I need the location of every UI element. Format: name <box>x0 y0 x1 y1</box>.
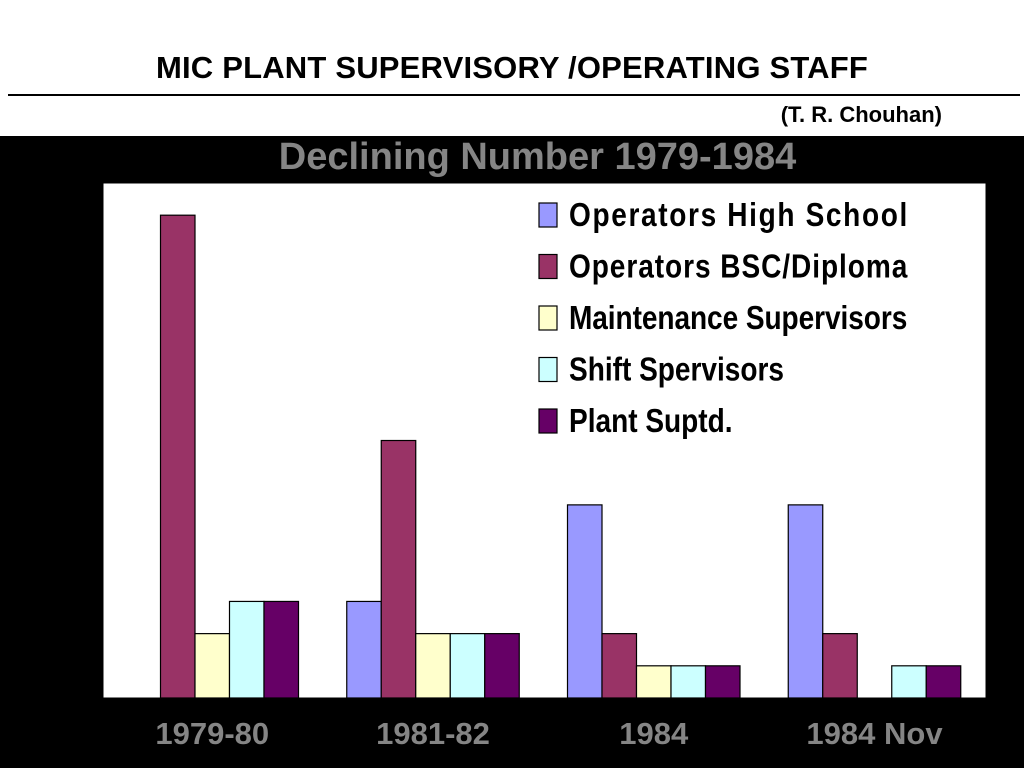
bar-1984-2 <box>635 665 672 699</box>
bar-1981-82-1 <box>380 439 417 699</box>
legend-swatch <box>538 253 558 280</box>
bar-1984-4 <box>704 665 741 699</box>
bar-1984-nov-1 <box>822 633 858 699</box>
bar-1984-1 <box>601 633 638 699</box>
author-credit: (T. R. Chouhan) <box>780 102 942 127</box>
legend-swatch <box>538 202 558 228</box>
x-tick-label: 1984 Nov <box>806 716 943 751</box>
page-title: MIC PLANT SUPERVISORY /OPERATING STAFF <box>155 50 869 85</box>
bar-1984-nov-3 <box>891 665 927 699</box>
legend-label: Operators High School <box>569 197 907 234</box>
bar-1981-82-2 <box>415 633 451 699</box>
bar-1981-82-3 <box>449 633 486 699</box>
legend-swatch <box>538 305 558 331</box>
legend-label: Plant Suptd. <box>569 403 733 440</box>
legend-swatch <box>538 356 558 383</box>
bar-1984-nov-0 <box>787 504 824 699</box>
bar-1979-80-4 <box>263 600 300 699</box>
legend-label: Operators BSC/Diploma <box>569 248 908 285</box>
bar-1981-82-4 <box>484 633 520 699</box>
title-underline <box>8 94 1020 96</box>
legend-label: Shift Spervisors <box>569 351 784 388</box>
x-tick-label: 1979-80 <box>155 716 269 751</box>
bar-1984-nov-4 <box>925 665 962 699</box>
bar-1981-82-0 <box>346 600 382 699</box>
legend-label: Maintenance Supervisors <box>569 300 907 337</box>
bar-1984-0 <box>566 504 603 699</box>
header-area <box>0 0 1024 136</box>
chart-title: Declining Number 1979-1984 <box>278 136 797 178</box>
bar-1979-80-2 <box>194 633 231 699</box>
bar-1979-80-1 <box>159 214 196 699</box>
x-tick-label: 1981-82 <box>376 716 490 751</box>
bar-1984-3 <box>670 665 707 699</box>
x-tick-label: 1984 <box>619 716 689 751</box>
legend-swatch <box>538 408 558 434</box>
bar-1979-80-3 <box>228 600 265 699</box>
